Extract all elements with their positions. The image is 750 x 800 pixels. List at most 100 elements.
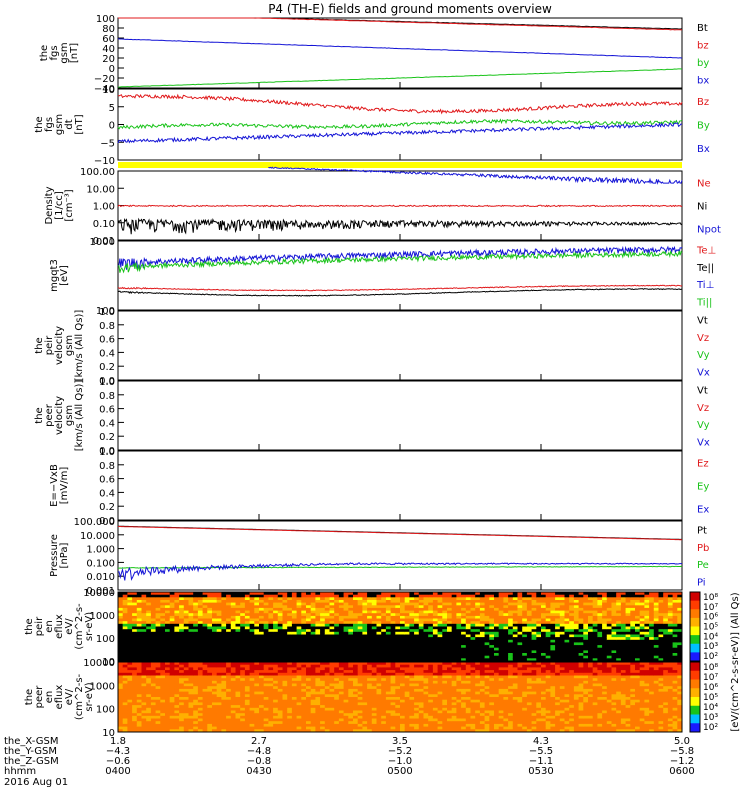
legend-Ni: Ni <box>697 202 707 213</box>
colorbar-cell <box>690 597 700 600</box>
y-tick-label: 10 <box>102 728 115 739</box>
y-axis-label: gsm <box>54 114 65 135</box>
y-axis-label: peer <box>34 685 45 709</box>
y-tick-label: 60 <box>102 34 115 45</box>
y-axis-label: [km/s (All Qs)] <box>74 310 85 382</box>
colorbar-cell <box>690 667 700 670</box>
y-tick-label: 100.00 <box>80 167 115 178</box>
legend-Bt: Bt <box>697 23 708 34</box>
colorbar-cell <box>690 711 700 714</box>
x-row-value: −5.2 <box>388 746 412 757</box>
colorbar-cell <box>690 723 700 726</box>
legend-bz: bz <box>697 40 709 51</box>
y-axis-label: the <box>24 618 35 634</box>
y-tick-label: 0.01 <box>93 236 115 247</box>
colorbar-cell <box>690 693 700 696</box>
heatmap-cells <box>118 592 683 662</box>
y-axis-label: Density <box>44 186 55 224</box>
x-row-value: −1.0 <box>388 756 412 767</box>
y-axis-label: the <box>34 407 45 423</box>
y-tick-label: 100 <box>96 634 115 645</box>
legend-Ti: Ti|| <box>696 297 712 308</box>
colorbar-cell <box>690 721 700 724</box>
x-row-value: 0430 <box>246 766 271 777</box>
colorbar-cell <box>690 629 700 633</box>
colorbar-cell <box>690 612 700 615</box>
colorbar-cell <box>690 616 700 619</box>
y-tick-label: 0.8 <box>99 321 115 332</box>
colorbar-cell <box>690 705 700 708</box>
y-axis-label: [nPa] <box>59 542 70 568</box>
colorbar-cell <box>690 725 700 728</box>
panel-frame <box>117 380 683 451</box>
series-Ti <box>117 249 683 274</box>
y-axis-label: [1/cc] <box>54 191 65 220</box>
y-axis-label: peir <box>44 335 55 355</box>
colorbar-cell <box>690 645 700 648</box>
series-Bx <box>117 122 683 144</box>
colorbar-cell <box>690 709 700 712</box>
colorbar-cell <box>690 714 700 717</box>
x-row-value: −5.8 <box>670 746 694 757</box>
x-row-value: −4.8 <box>247 746 271 757</box>
legend-Npot: Npot <box>697 225 721 236</box>
series-by <box>117 68 683 88</box>
panel-frame <box>117 17 683 89</box>
legend-Vt: Vt <box>697 316 708 327</box>
colorbar-cell <box>690 592 700 595</box>
panel-peer-eflux: 10000 1000 100 10 the peer en eflux eV/(cm^2-s-s… <box>24 658 683 739</box>
y-tick-label: 0.4 <box>99 348 115 359</box>
legend-by: by <box>697 58 709 69</box>
heatmap-cells <box>118 662 683 733</box>
colorbar-cell <box>690 672 700 675</box>
series-bx <box>117 38 683 59</box>
y-axis-label: mgqt3 <box>49 259 60 292</box>
y-tick-label: 1000 <box>90 681 115 692</box>
y-tick-label: 5 <box>109 103 115 114</box>
colorbar-cell <box>690 619 700 622</box>
colorbar-cell <box>690 609 700 612</box>
colorbar-cell <box>690 617 700 621</box>
y-tick-label: 100 <box>96 306 115 317</box>
y-axis-label: E=−VxB <box>49 464 60 507</box>
y-axis-label: sr-eV) <box>84 612 95 641</box>
date-label: 2016 Aug 01 <box>4 777 68 788</box>
colorbar-cell <box>690 700 700 703</box>
panel-peer-velocity: 1.0 0.8 0.6 0.4 0.2 0.0 the peer velocity gsm [km/… <box>34 377 710 457</box>
x-row-label: hhmm <box>4 766 36 777</box>
colorbar-cell <box>690 702 700 705</box>
series-Bz <box>117 93 683 115</box>
legend-Ex: Ex <box>697 505 709 516</box>
colorbar-cell <box>690 659 700 662</box>
y-tick-label: 40 <box>102 44 115 55</box>
colorbar-cell <box>690 663 700 666</box>
panel-peir-eflux: 10000 1000 100 10 the peir en eflux eV/(cm^2-s-s… <box>24 588 683 668</box>
legend-Vt: Vt <box>697 386 708 397</box>
series-Ne <box>117 204 683 208</box>
colorbar-tick-label: 10⁴ <box>703 632 718 642</box>
legend-Te: Te⊥ <box>696 246 716 257</box>
series-By <box>117 118 683 130</box>
y-tick-label: 1.0 <box>99 307 115 318</box>
colorbar-cell <box>690 621 700 624</box>
x-row-value: −1.2 <box>670 756 694 767</box>
y-tick-label: 0.2 <box>99 432 115 443</box>
colorbar-cell <box>690 662 700 665</box>
colorbar-frame <box>689 661 701 733</box>
colorbar-cell <box>690 674 700 677</box>
legend-bx: bx <box>697 75 709 86</box>
colorbar-cell <box>690 718 700 721</box>
panel-fgs-gsm-dt: 10 5 0 −5 −10 the fgs gsm dt [nT] Bz By Bx <box>34 85 710 168</box>
y-tick-label: 20 <box>102 54 115 65</box>
x-row-value: −4.3 <box>106 746 130 757</box>
y-axis-label: gsm <box>64 335 75 356</box>
colorbar-cell <box>690 730 700 733</box>
colorbar-cell <box>690 602 700 605</box>
colorbar-cell <box>690 607 700 610</box>
colorbar-cell <box>690 707 700 710</box>
colorbar-cell <box>690 623 700 626</box>
legend-Bx: Bx <box>697 144 710 155</box>
legend-Vx: Vx <box>697 437 710 448</box>
y-tick-label: 0.001 <box>86 586 115 597</box>
colorbar-cell <box>690 688 700 691</box>
